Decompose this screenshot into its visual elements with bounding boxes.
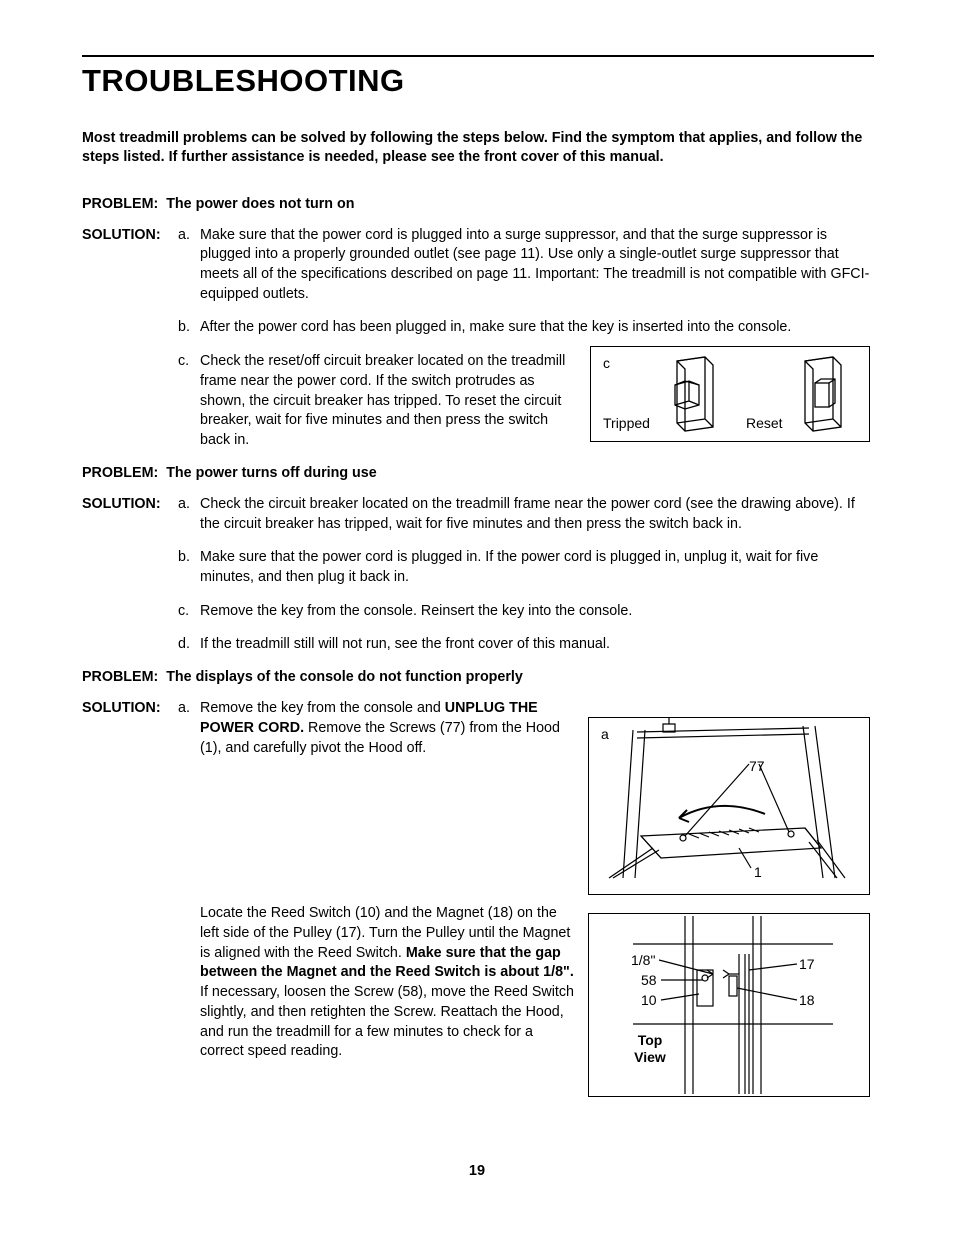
intro-paragraph: Most treadmill problems can be solved by…	[82, 129, 874, 168]
solution-2a: SOLUTION: a. Check the circuit breaker l…	[82, 495, 874, 534]
page-title: TROUBLESHOOTING	[82, 63, 874, 99]
top-rule	[82, 55, 874, 57]
step-text: Remove the key from the console. Reinser…	[200, 602, 874, 622]
figure-letter: a	[601, 726, 609, 742]
problem-2-heading: PROBLEM: The power turns off during use	[82, 465, 874, 481]
page-number: 19	[0, 1163, 954, 1179]
tripped-switch-icon	[671, 355, 719, 437]
figure-circuit-breaker: c Tripped Reset	[590, 346, 870, 442]
label-tripped: Tripped	[603, 415, 650, 431]
solution-2d: d. If the treadmill still will not run, …	[82, 635, 874, 655]
label-77: 77	[749, 758, 765, 774]
step-letter: a.	[178, 699, 200, 758]
step-letter: c.	[178, 352, 200, 451]
reset-switch-icon	[799, 355, 847, 437]
step-text: Check the reset/off circuit breaker loca…	[200, 352, 570, 451]
step-letter: b.	[178, 548, 200, 587]
step-text: If the treadmill still will not run, see…	[200, 635, 874, 655]
label-1: 1	[754, 864, 762, 880]
figure-hood-screws: a 77 1	[588, 717, 870, 895]
step-letter: d.	[178, 635, 200, 655]
problem-3-title: The displays of the console do not funct…	[166, 669, 523, 685]
solution-prefix: SOLUTION:	[82, 226, 178, 305]
figure-top-view: 1/8" 58 10 17 18 Top View	[588, 913, 870, 1097]
step-text: After the power cord has been plugged in…	[200, 318, 874, 338]
problem-prefix: PROBLEM:	[82, 465, 158, 481]
problem-3-heading: PROBLEM: The displays of the console do …	[82, 669, 874, 685]
step-letter: a.	[178, 226, 200, 305]
step-text: Remove the key from the console and UNPL…	[200, 699, 578, 758]
solution-1b: b. After the power cord has been plugged…	[82, 318, 874, 338]
solution-prefix: SOLUTION:	[82, 495, 178, 534]
solution-1a: SOLUTION: a. Make sure that the power co…	[82, 226, 874, 305]
figure-letter: c	[603, 355, 610, 371]
step-letter: a.	[178, 495, 200, 534]
solution-prefix: SOLUTION:	[82, 699, 178, 758]
problem-1-title: The power does not turn on	[166, 196, 354, 212]
step-letter: b.	[178, 318, 200, 338]
problem-prefix: PROBLEM:	[82, 669, 158, 685]
hood-diagram-icon	[589, 718, 857, 883]
label-reset: Reset	[746, 415, 783, 431]
step-text: Make sure that the power cord is plugged…	[200, 548, 874, 587]
step-letter: c.	[178, 602, 200, 622]
solution-2c: c. Remove the key from the console. Rein…	[82, 602, 874, 622]
top-view-diagram-icon	[589, 914, 869, 1096]
problem-2-title: The power turns off during use	[166, 465, 376, 481]
step-text: Make sure that the power cord is plugged…	[200, 226, 874, 305]
step-text: Locate the Reed Switch (10) and the Magn…	[200, 904, 578, 1062]
problem-prefix: PROBLEM:	[82, 196, 158, 212]
problem-1-heading: PROBLEM: The power does not turn on	[82, 196, 874, 212]
solution-2b: b. Make sure that the power cord is plug…	[82, 548, 874, 587]
step-text: Check the circuit breaker located on the…	[200, 495, 874, 534]
manual-page: TROUBLESHOOTING Most treadmill problems …	[0, 0, 954, 1235]
